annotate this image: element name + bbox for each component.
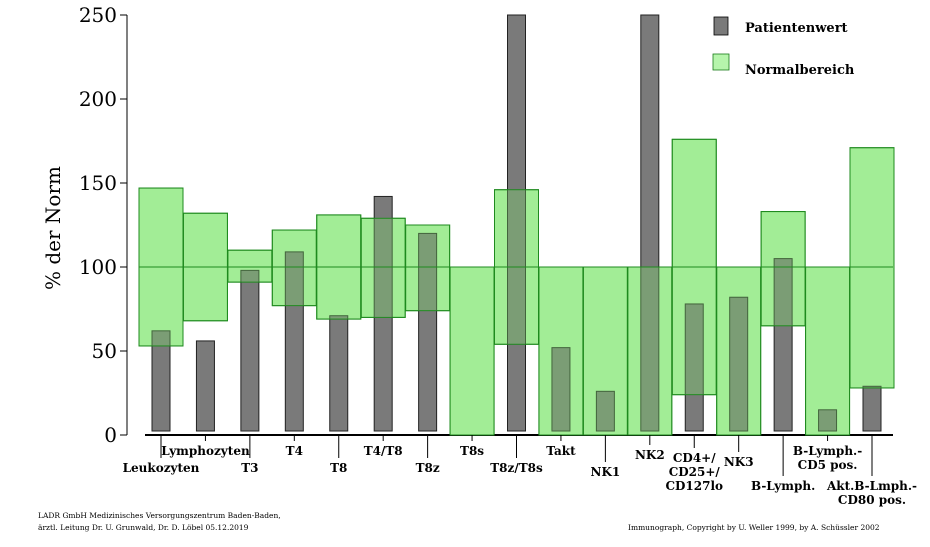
category-label: T8z/T8s	[490, 461, 543, 475]
category-label-layer: Leukozyten Lymphozyten T3 T4 T8 T4/T8 T8z T8s T8…	[123, 435, 917, 507]
patient-bar	[729, 296, 749, 432]
category-label: B-Lymph.	[751, 479, 815, 493]
patient-bar	[640, 14, 660, 432]
legend-swatch-normal	[712, 53, 730, 71]
category-label: T3	[241, 461, 258, 475]
category-label-line: NK2	[635, 448, 665, 462]
normal-range-overlay	[582, 266, 628, 436]
category-label: Akt.B-Lmph.-CD80 pos.	[826, 479, 917, 507]
category-label-line: CD127lo	[665, 479, 723, 493]
patient-bar	[595, 390, 615, 432]
normal-range-overlay	[538, 266, 584, 436]
category-label: CD4+/CD25+/CD127lo	[665, 451, 723, 493]
category-label-line: CD80 pos.	[838, 493, 906, 507]
category-label-line: CD4+/	[673, 451, 716, 465]
category-label: T8z	[416, 461, 440, 475]
category-label: T8s	[460, 444, 484, 458]
footer-lab-line1: LADR GmbH Medizinisches Versorgungszentr…	[38, 511, 281, 520]
y-tick-label: 100	[79, 255, 117, 279]
category-label-line: NK3	[724, 455, 754, 469]
normal-range-overlay	[627, 266, 673, 436]
category-label: B-Lymph.-CD5 pos.	[793, 444, 862, 472]
category-label-line: Lymphozyten	[161, 444, 250, 458]
normal-range-overlay	[805, 266, 851, 436]
y-tick-label: 50	[92, 339, 117, 363]
normal-range-overlay	[227, 249, 273, 283]
legend-swatch-patient	[713, 16, 729, 36]
axis-layer: 0 50 100 150 200 250	[79, 3, 893, 447]
footer-copyright: Immunograph, Copyright by U. Weller 1999…	[628, 523, 880, 532]
patient-bar	[195, 340, 215, 432]
normal-range-overlay	[849, 147, 895, 389]
patient-bar	[862, 385, 882, 432]
normal-range-band	[849, 147, 895, 389]
patient-bar-layer	[151, 14, 882, 432]
category-label-line: Akt.B-Lmph.-	[826, 479, 917, 493]
y-tick-label: 200	[79, 87, 117, 111]
normal-range-band	[449, 266, 495, 436]
patient-bar	[373, 195, 393, 432]
category-label: NK1	[591, 465, 621, 479]
category-label: NK3	[724, 455, 754, 469]
category-label-line: NK1	[591, 465, 621, 479]
category-label-line: Leukozyten	[123, 461, 200, 475]
category-label-line: T4/T8	[364, 444, 403, 458]
patient-bar	[507, 14, 526, 432]
patient-bar	[151, 330, 171, 432]
category-label: Lymphozyten	[161, 444, 250, 458]
normal-range-layer	[138, 138, 895, 436]
category-label-line: CD5 pos.	[798, 458, 858, 472]
normal-range-overlay	[449, 266, 495, 436]
legend-label-normal: Normalbereich	[745, 63, 855, 78]
normal-range-overlay	[760, 211, 806, 327]
category-label-line: Takt	[546, 444, 576, 458]
category-label: T8	[330, 461, 347, 475]
patient-bar	[551, 347, 571, 432]
normal-range-overlay	[405, 224, 451, 312]
category-label-line: T8	[330, 461, 347, 475]
category-label-line: B-Lymph.-	[793, 444, 862, 458]
category-label-line: T3	[241, 461, 258, 475]
patient-bar	[240, 269, 260, 432]
normal-range-overlay	[360, 217, 406, 318]
normal-range-overlay	[271, 229, 317, 307]
footer-lab-info: LADR GmbH Medizinisches Versorgungszentr…	[38, 510, 281, 534]
patient-bar	[773, 258, 793, 432]
category-label: T4/T8	[364, 444, 403, 458]
category-label-line: T8z/T8s	[490, 461, 543, 475]
category-label-line: T8s	[460, 444, 484, 458]
category-label-line: T4	[286, 444, 303, 458]
legend-label-patient: Patientenwert	[745, 21, 848, 36]
footer-lab-line2: ärztl. Leitung Dr. U. Grunwald, Dr. D. L…	[38, 523, 249, 532]
legend: Patientenwert Normalbereich	[712, 16, 855, 78]
patient-bar	[329, 315, 349, 432]
patient-bar	[284, 251, 304, 432]
category-label: Leukozyten	[123, 461, 200, 475]
patient-bar	[684, 303, 704, 432]
category-label: NK2	[635, 448, 665, 462]
y-tick-label: 250	[79, 3, 117, 27]
category-label-line: T8z	[416, 461, 440, 475]
normal-range-overlay	[716, 266, 762, 436]
category-label: T4	[286, 444, 303, 458]
patient-bar	[418, 232, 438, 432]
category-label: Takt	[546, 444, 576, 458]
category-label-line: B-Lymph.	[751, 479, 815, 493]
y-axis-label: % der Norm	[41, 166, 65, 290]
y-tick-label: 150	[79, 171, 117, 195]
patient-bar	[818, 409, 838, 432]
y-tick-label: 0	[104, 423, 117, 447]
category-label-line: CD25+/	[669, 465, 721, 479]
